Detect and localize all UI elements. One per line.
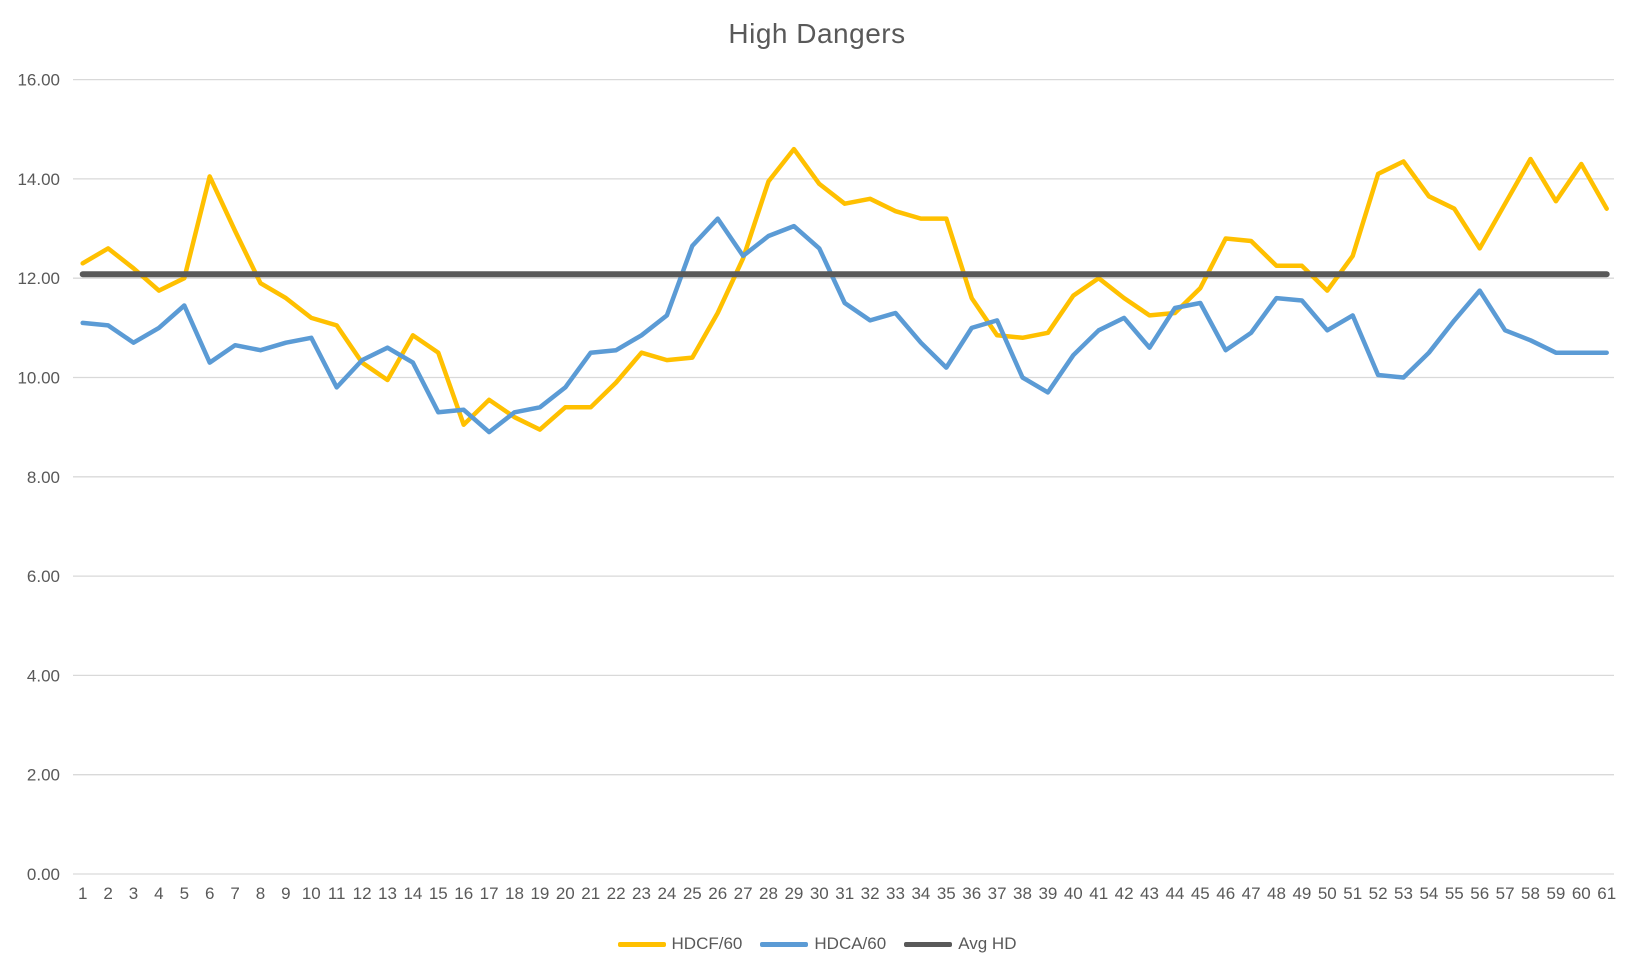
chart-title[interactable]: High Dangers [728, 18, 906, 49]
hdcf-line-swatch-icon [617, 941, 666, 947]
x-tick-label: 17 [480, 884, 499, 903]
x-tick-label: 57 [1496, 884, 1515, 903]
x-tick-label: 48 [1267, 884, 1286, 903]
x-tick-label: 26 [708, 884, 727, 903]
legend-item-hdcf-60[interactable]: HDCF/60 [617, 934, 743, 954]
x-tick-label: 41 [1089, 884, 1108, 903]
y-tick-label: 4.00 [27, 666, 60, 685]
y-tick-label: 12.00 [17, 269, 60, 288]
y-tick-label: 0.00 [27, 865, 60, 884]
x-tick-label: 60 [1572, 884, 1591, 903]
x-tick-label: 58 [1521, 884, 1540, 903]
legend-label-hdca-60: HDCA/60 [814, 934, 887, 953]
x-tick-label: 3 [129, 884, 138, 903]
x-tick-label: 29 [784, 884, 803, 903]
x-tick-label: 43 [1140, 884, 1159, 903]
x-tick-label: 54 [1419, 884, 1438, 903]
y-tick-label: 14.00 [17, 170, 60, 189]
x-tick-label: 30 [810, 884, 829, 903]
legend-label-hdcf-60: HDCF/60 [671, 934, 743, 953]
avg-hd-line-swatch-icon [904, 941, 953, 947]
x-tick-label: 50 [1318, 884, 1337, 903]
legend: HDCF/60 HDCA/60 Avg HD [0, 934, 1634, 954]
hdca-line-swatch-icon [760, 941, 809, 947]
x-tick-label: 10 [302, 884, 321, 903]
x-tick-label: 7 [230, 884, 239, 903]
line-series-hdca-60[interactable] [80, 216, 1609, 435]
x-tick-label: 53 [1394, 884, 1413, 903]
y-tick-label: 16.00 [17, 71, 60, 90]
x-tick-label: 11 [328, 884, 346, 903]
legend-item-hdca-60[interactable]: HDCA/60 [760, 934, 886, 954]
x-tick-label: 56 [1470, 884, 1489, 903]
x-tick-label: 24 [657, 884, 676, 903]
y-tick-label: 10.00 [17, 369, 60, 388]
x-tick-label: 9 [281, 884, 290, 903]
x-tick-label: 20 [556, 884, 575, 903]
x-tick-label: 27 [734, 884, 753, 903]
x-tick-label: 52 [1369, 884, 1388, 903]
x-tick-label: 39 [1038, 884, 1057, 903]
x-tick-label: 55 [1445, 884, 1464, 903]
legend-item-avg-hd[interactable]: Avg HD [904, 934, 1016, 954]
x-tick-label: 21 [581, 884, 600, 903]
x-tick-label: 40 [1064, 884, 1083, 903]
x-tick-label: 6 [205, 884, 214, 903]
y-tick-label: 8.00 [27, 468, 60, 487]
x-tick-label: 31 [835, 884, 854, 903]
x-tick-label: 25 [683, 884, 702, 903]
x-tick-label: 35 [937, 884, 956, 903]
y-tick-label: 2.00 [27, 766, 60, 785]
x-tick-label: 36 [962, 884, 981, 903]
x-tick-label: 59 [1546, 884, 1565, 903]
x-tick-label: 34 [911, 884, 930, 903]
x-tick-label: 23 [632, 884, 651, 903]
x-tick-label: 18 [505, 884, 524, 903]
x-tick-label: 38 [1013, 884, 1032, 903]
x-tick-label: 5 [180, 884, 189, 903]
x-tick-label: 8 [256, 884, 265, 903]
x-tick-label: 46 [1216, 884, 1235, 903]
x-tick-label: 61 [1597, 884, 1616, 903]
x-tick-label: 37 [988, 884, 1007, 903]
x-tick-label: 51 [1343, 884, 1362, 903]
x-tick-label: 2 [103, 884, 112, 903]
x-tick-label: 19 [530, 884, 549, 903]
x-tick-label: 33 [886, 884, 905, 903]
x-tick-label: 1 [78, 884, 87, 903]
x-tick-label: 28 [759, 884, 778, 903]
x-tick-label: 14 [403, 884, 422, 903]
x-tick-label: 42 [1115, 884, 1134, 903]
x-tick-label: 15 [429, 884, 448, 903]
x-tick-label: 45 [1191, 884, 1210, 903]
x-tick-label: 49 [1292, 884, 1311, 903]
x-tick-label: 47 [1242, 884, 1261, 903]
x-tick-label: 4 [154, 884, 163, 903]
x-tick-label: 13 [378, 884, 397, 903]
x-tick-label: 32 [861, 884, 880, 903]
x-tick-label: 16 [454, 884, 473, 903]
x-tick-label: 22 [607, 884, 626, 903]
x-tick-label: 12 [353, 884, 372, 903]
legend-label-avg-hd: Avg HD [958, 934, 1017, 953]
x-tick-label: 44 [1165, 884, 1184, 903]
y-tick-label: 6.00 [27, 567, 60, 586]
line-series-hdcf-60[interactable] [80, 146, 1609, 432]
